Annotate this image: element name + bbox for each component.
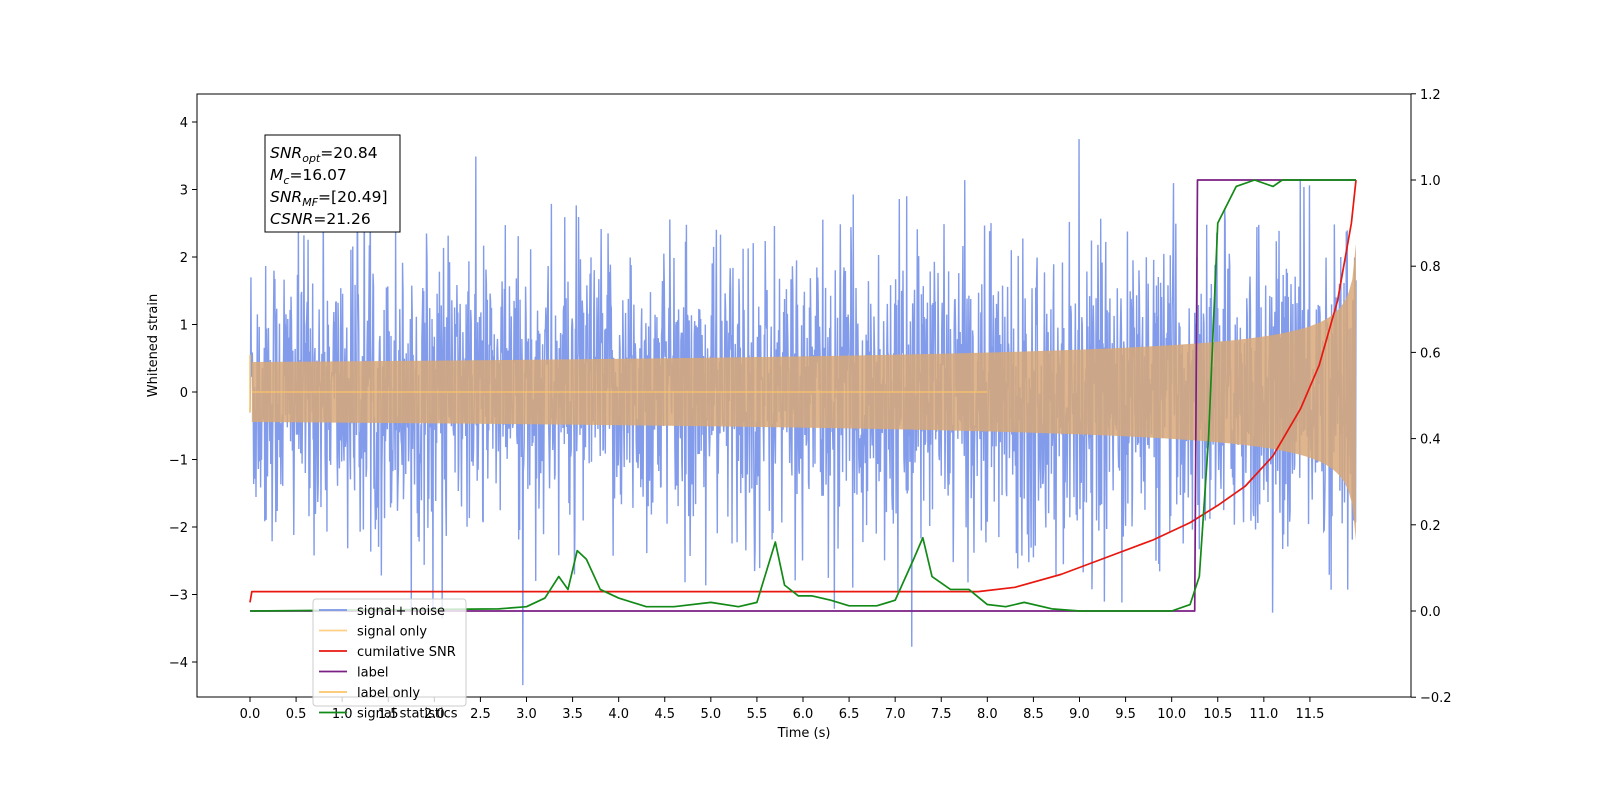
annotation-line: CSNR=21.26	[270, 210, 371, 228]
x-tick-label: 6.0	[793, 707, 814, 722]
x-tick-label: 11.0	[1249, 707, 1278, 722]
x-tick-label: 8.0	[977, 707, 998, 722]
x-tick-label: 7.5	[931, 707, 952, 722]
plot-area	[249, 137, 1357, 686]
legend-entry: signal only	[357, 625, 427, 640]
y-tick-label: 0	[180, 386, 188, 401]
y2-tick-label: 0.8	[1420, 260, 1441, 275]
y-tick-label: −2	[169, 521, 188, 536]
y2-tick-label: 0.6	[1420, 346, 1441, 361]
legend-entry: cumilative SNR	[357, 645, 456, 660]
x-tick-label: 10.0	[1157, 707, 1186, 722]
x-tick-label: 9.5	[1115, 707, 1136, 722]
x-tick-label: 7.0	[885, 707, 906, 722]
y-tick-label: −3	[169, 589, 188, 604]
annotation-frame	[264, 134, 401, 233]
annotation-box: SNRopt=20.84Mc=16.07SNRMF=[20.49]CSNR=21…	[264, 134, 401, 233]
series-label-line	[250, 179, 1356, 612]
series-signal-statistics-line	[249, 179, 1356, 612]
y-tick-label: 2	[180, 251, 188, 266]
y-axis-label: Whitened strain	[146, 294, 161, 397]
y-tick-label: 1	[180, 319, 188, 334]
x-tick-label: 5.0	[700, 707, 721, 722]
annotation-line: SNRopt=20.84	[270, 144, 378, 165]
x-tick-label: 3.5	[562, 707, 583, 722]
x-tick-label: 0.0	[240, 707, 261, 722]
y2-tick-label: −0.2	[1420, 691, 1452, 706]
x-tick-label: 2.5	[470, 707, 491, 722]
x-tick-label: 9.0	[1069, 707, 1090, 722]
annotation-line: SNRMF=[20.49]	[270, 188, 388, 209]
y-tick-label: −4	[169, 656, 188, 671]
legend-entry: signal statistics	[357, 707, 458, 722]
x-tick-label: 1.0	[332, 707, 353, 722]
x-tick-label: 3.0	[516, 707, 537, 722]
y2-tick-label: 1.0	[1420, 174, 1441, 189]
x-tick-label: 4.0	[608, 707, 629, 722]
plot-frame	[196, 93, 1412, 698]
x-tick-label: 5.5	[747, 707, 768, 722]
y-tick-label: 4	[180, 116, 188, 131]
y2-tick-label: 0.2	[1420, 519, 1441, 534]
y2-tick-label: 1.2	[1420, 88, 1441, 103]
legend-frame	[312, 598, 467, 707]
y-tick-label: 3	[180, 184, 188, 199]
legend-entry: label only	[357, 686, 420, 701]
x-tick-label: 1.5	[378, 707, 399, 722]
x-tick-label: 2.0	[424, 707, 445, 722]
x-axis-label: Time (s)	[777, 726, 831, 741]
y2-tick-label: 0.4	[1420, 433, 1441, 448]
legend-entry: signal+ noise	[357, 604, 445, 619]
legend: signal+ noise signal only cumilative SNR la…	[312, 598, 467, 722]
x-tick-label: 11.5	[1295, 707, 1324, 722]
y-tick-label: −1	[169, 454, 188, 469]
annotation-line: Mc=16.07	[270, 166, 347, 187]
legend-entry: label	[357, 666, 388, 681]
x-tick-label: 0.5	[286, 707, 307, 722]
y2-tick-label: 0.0	[1420, 605, 1441, 620]
x-tick-label: 4.5	[654, 707, 675, 722]
x-tick-label: 8.5	[1023, 707, 1044, 722]
x-tick-label: 10.5	[1203, 707, 1232, 722]
x-tick-label: 6.5	[839, 707, 860, 722]
